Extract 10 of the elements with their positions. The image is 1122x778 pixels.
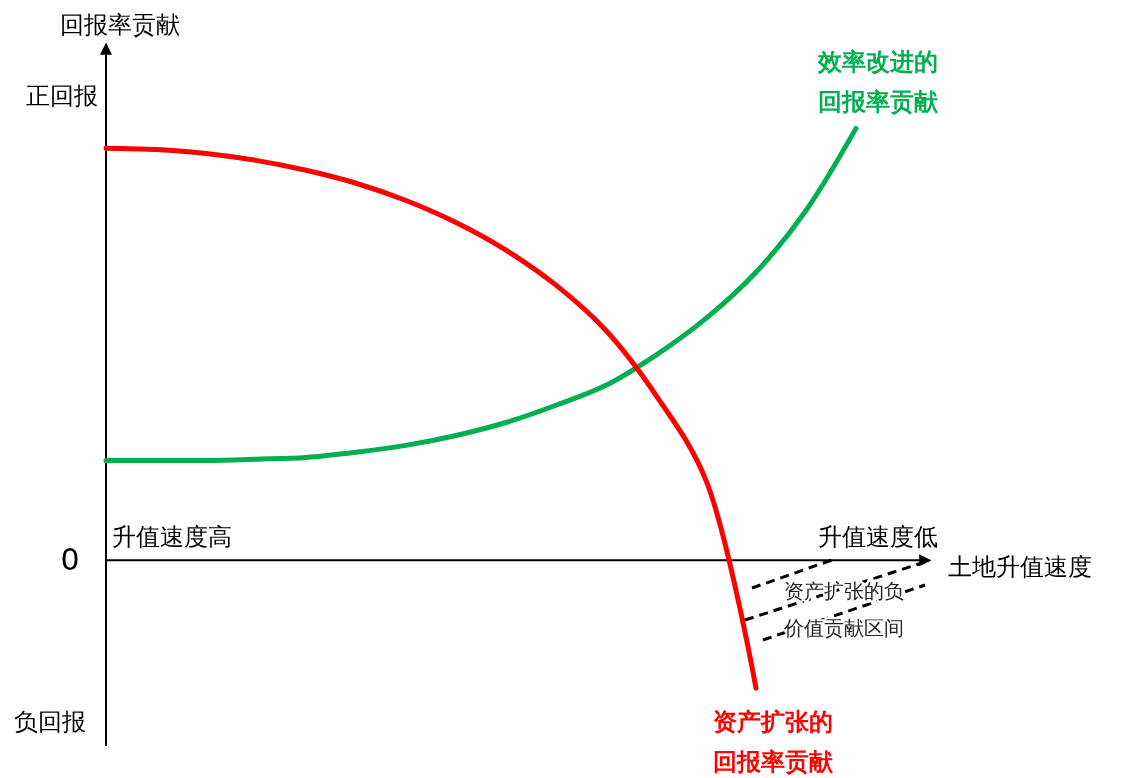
x-axis-title: 土地升值速度 — [948, 553, 1092, 581]
series-label: 资产扩张的回报率贡献 — [713, 708, 834, 776]
series-label: 效率改进的回报率贡献 — [817, 48, 939, 116]
text: 负回报 — [14, 708, 86, 736]
annotation: 升值速度高 — [112, 523, 232, 551]
y-axis-title: 回报率贡献 — [60, 11, 180, 39]
text: 0 — [60, 542, 80, 577]
annotation: 升值速度低 — [818, 523, 938, 551]
annotation: 资产扩张的负价值贡献区间 — [783, 579, 904, 640]
text: 正回报 — [26, 82, 98, 110]
